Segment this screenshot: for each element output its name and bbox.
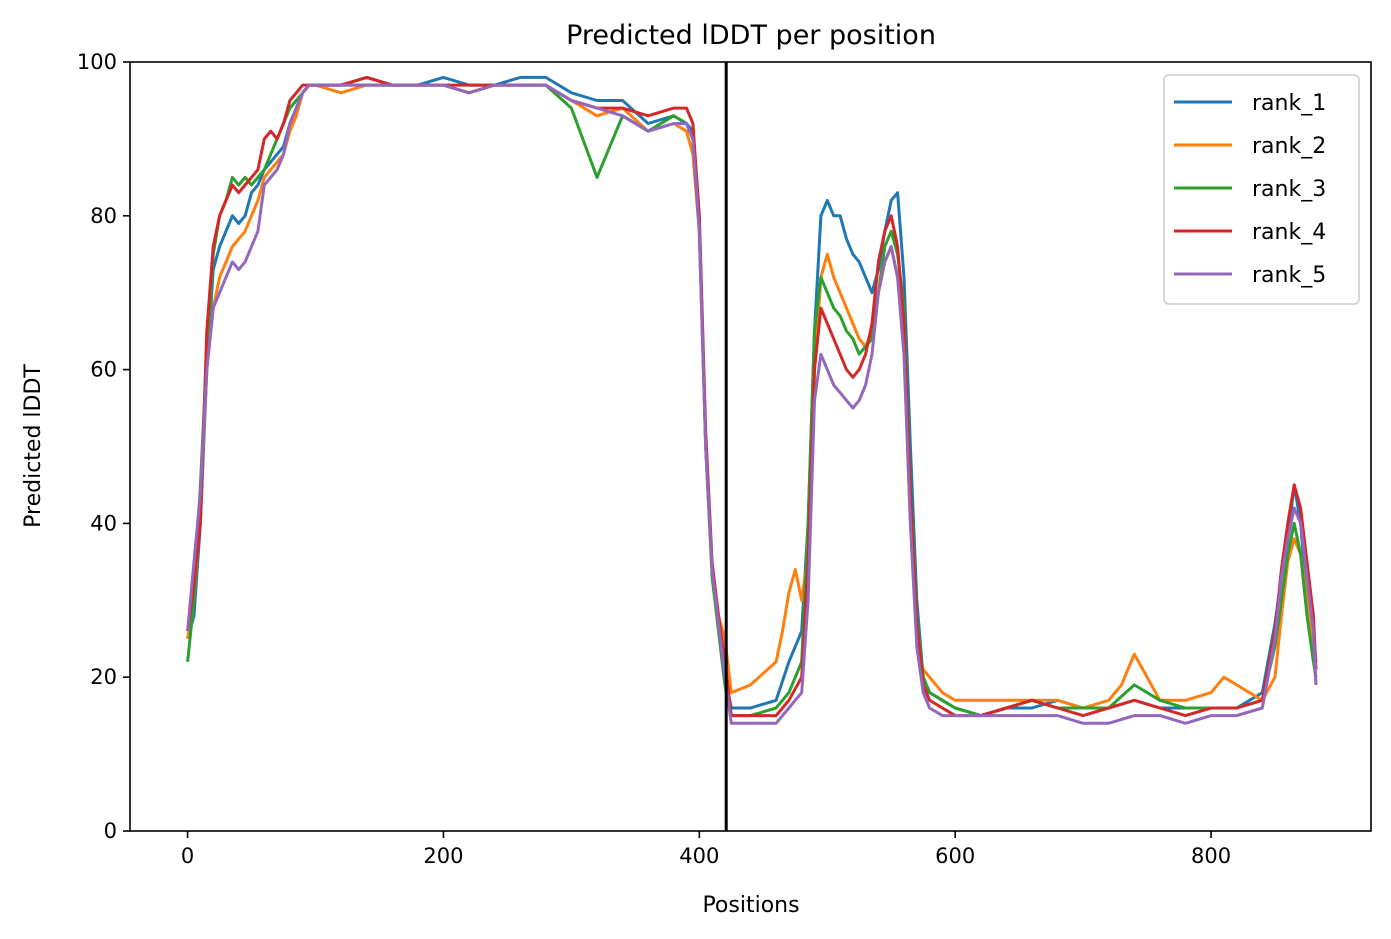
y-tick-label: 60 xyxy=(90,358,117,382)
legend-label-rank_2: rank_2 xyxy=(1252,134,1326,159)
y-tick-label: 40 xyxy=(90,511,117,535)
legend-label-rank_1: rank_1 xyxy=(1252,91,1326,116)
x-tick-label: 200 xyxy=(423,844,463,868)
x-tick-label: 400 xyxy=(679,844,719,868)
series-line-rank_5 xyxy=(186,83,1318,725)
y-tick-label: 20 xyxy=(90,665,117,689)
series-line-rank_3 xyxy=(186,83,1318,718)
axes-frame xyxy=(129,61,1372,832)
legend-label-rank_5: rank_5 xyxy=(1252,263,1326,288)
x-tick-label: 600 xyxy=(935,844,975,868)
legend-label-rank_3: rank_3 xyxy=(1252,177,1326,202)
axis-ticks: 0 200 400 600 800 0 20 40 60 80 100 xyxy=(77,50,1231,868)
y-tick-label: 0 xyxy=(104,819,117,843)
y-tick-label: 100 xyxy=(77,50,117,74)
plot-area xyxy=(186,62,1318,831)
series-line-rank_4 xyxy=(186,75,1318,718)
series-line-rank_1 xyxy=(186,75,1318,718)
series-line-rank_2 xyxy=(186,83,1318,710)
legend-box xyxy=(1163,74,1360,305)
chart-title: Predicted lDDT per position xyxy=(566,20,936,51)
x-tick-label: 800 xyxy=(1191,844,1231,868)
legend: rank_1 rank_2 rank_3 rank_4 rank_5 xyxy=(1163,74,1360,305)
legend-label-rank_4: rank_4 xyxy=(1252,220,1326,245)
y-tick-label: 80 xyxy=(90,204,117,228)
x-tick-label: 0 xyxy=(181,844,194,868)
x-axis-title: Positions xyxy=(702,893,799,918)
y-axis-title: Predicted lDDT xyxy=(21,364,46,528)
